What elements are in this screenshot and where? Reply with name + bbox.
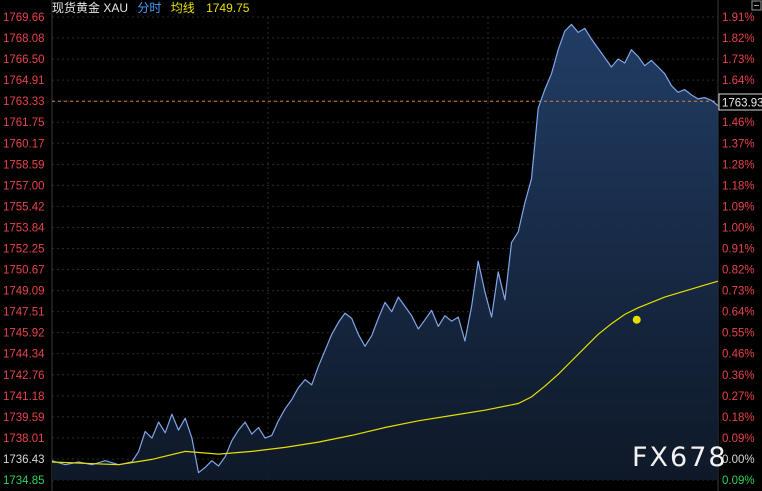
y-tick-left: 1749.09 xyxy=(3,286,45,298)
y-tick-right: 1.18% xyxy=(722,180,755,192)
watermark: FX678 xyxy=(632,442,728,473)
average-line xyxy=(51,280,719,466)
y-tick-left: 1757.00 xyxy=(3,180,45,192)
y-tick-left: 1763.33 xyxy=(3,96,45,108)
y-tick-right: 1.00% xyxy=(722,222,755,234)
y-tick-left: 1750.67 xyxy=(3,265,45,277)
y-tick-right: 1.73% xyxy=(722,54,755,66)
y-tick-right: 1.64% xyxy=(722,75,755,87)
y-tick-right: 0.36% xyxy=(722,370,755,382)
price-line xyxy=(51,23,719,474)
corner-toggle-icon[interactable] xyxy=(751,0,762,11)
y-tick-right: 1.37% xyxy=(722,138,755,150)
current-price-tag-box xyxy=(718,93,762,111)
price-area-fill xyxy=(52,24,718,481)
y-tick-right: 0.55% xyxy=(722,328,755,340)
y-tick-left: 1758.59 xyxy=(3,159,45,171)
y-tick-right: 1.28% xyxy=(722,159,755,171)
y-tick-right: 0.09% xyxy=(722,475,755,487)
y-tick-right: 0.46% xyxy=(722,349,755,361)
y-axis-left: 1769.66 1768.08 1766.50 1764.91 1763.33 1761.… xyxy=(3,12,45,487)
y-tick-left: 1739.59 xyxy=(3,412,45,424)
y-tick-right: 0.82% xyxy=(722,265,755,277)
y-tick-left: 1769.66 xyxy=(3,12,45,24)
instrument-label: 现货黄金 XAU xyxy=(52,0,128,15)
y-tick-left: 1736.43 xyxy=(3,454,45,466)
mode-label: 分时 xyxy=(137,1,161,15)
header-bar: 现货黄金 XAU 分时 均线 1749.75 xyxy=(52,0,250,15)
y-tick-left: 1764.91 xyxy=(3,75,45,87)
average-marker xyxy=(632,315,641,324)
y-tick-left: 1745.92 xyxy=(3,328,45,340)
avg-label: 均线 xyxy=(171,1,195,15)
y-tick-left: 1755.42 xyxy=(3,201,45,213)
y-tick-left: 1760.17 xyxy=(3,138,45,150)
y-tick-right: 0.91% xyxy=(722,244,755,256)
current-price-tag: 1763.93 xyxy=(722,98,762,110)
y-tick-left: 1752.25 xyxy=(3,244,45,256)
avg-value: 1749.75 xyxy=(206,1,250,15)
y-tick-right: 1.46% xyxy=(722,117,755,129)
y-tick-left: 1742.76 xyxy=(3,370,45,382)
y-tick-right: 0.18% xyxy=(722,412,755,424)
y-tick-right: 1.09% xyxy=(722,201,755,213)
y-tick-left: 1734.85 xyxy=(3,475,45,487)
y-tick-left: 1744.34 xyxy=(3,349,45,361)
y-tick-left: 1768.08 xyxy=(3,33,45,45)
series-lines xyxy=(51,23,719,474)
y-tick-right: 0.27% xyxy=(722,391,755,403)
y-tick-right: 0.73% xyxy=(722,286,755,298)
y-axis-right: 1.91% 1.82% 1.73% 1.64% 1.46% 1.37% 1.28% 1.18%… xyxy=(722,12,755,487)
y-tick-right: 0.00% xyxy=(722,454,755,466)
price-area xyxy=(52,24,718,481)
y-tick-left: 1747.51 xyxy=(3,307,45,319)
y-tick-left: 1766.50 xyxy=(3,54,45,66)
y-tick-right: 0.64% xyxy=(722,307,755,319)
y-tick-left: 1741.18 xyxy=(3,391,45,403)
y-tick-right: 1.91% xyxy=(722,12,755,24)
y-tick-left: 1753.84 xyxy=(3,222,45,234)
y-tick-left: 1738.01 xyxy=(3,433,45,445)
y-tick-left: 1761.75 xyxy=(3,117,45,129)
y-tick-right: 0.09% xyxy=(722,433,755,445)
y-tick-right: 1.82% xyxy=(722,33,755,45)
